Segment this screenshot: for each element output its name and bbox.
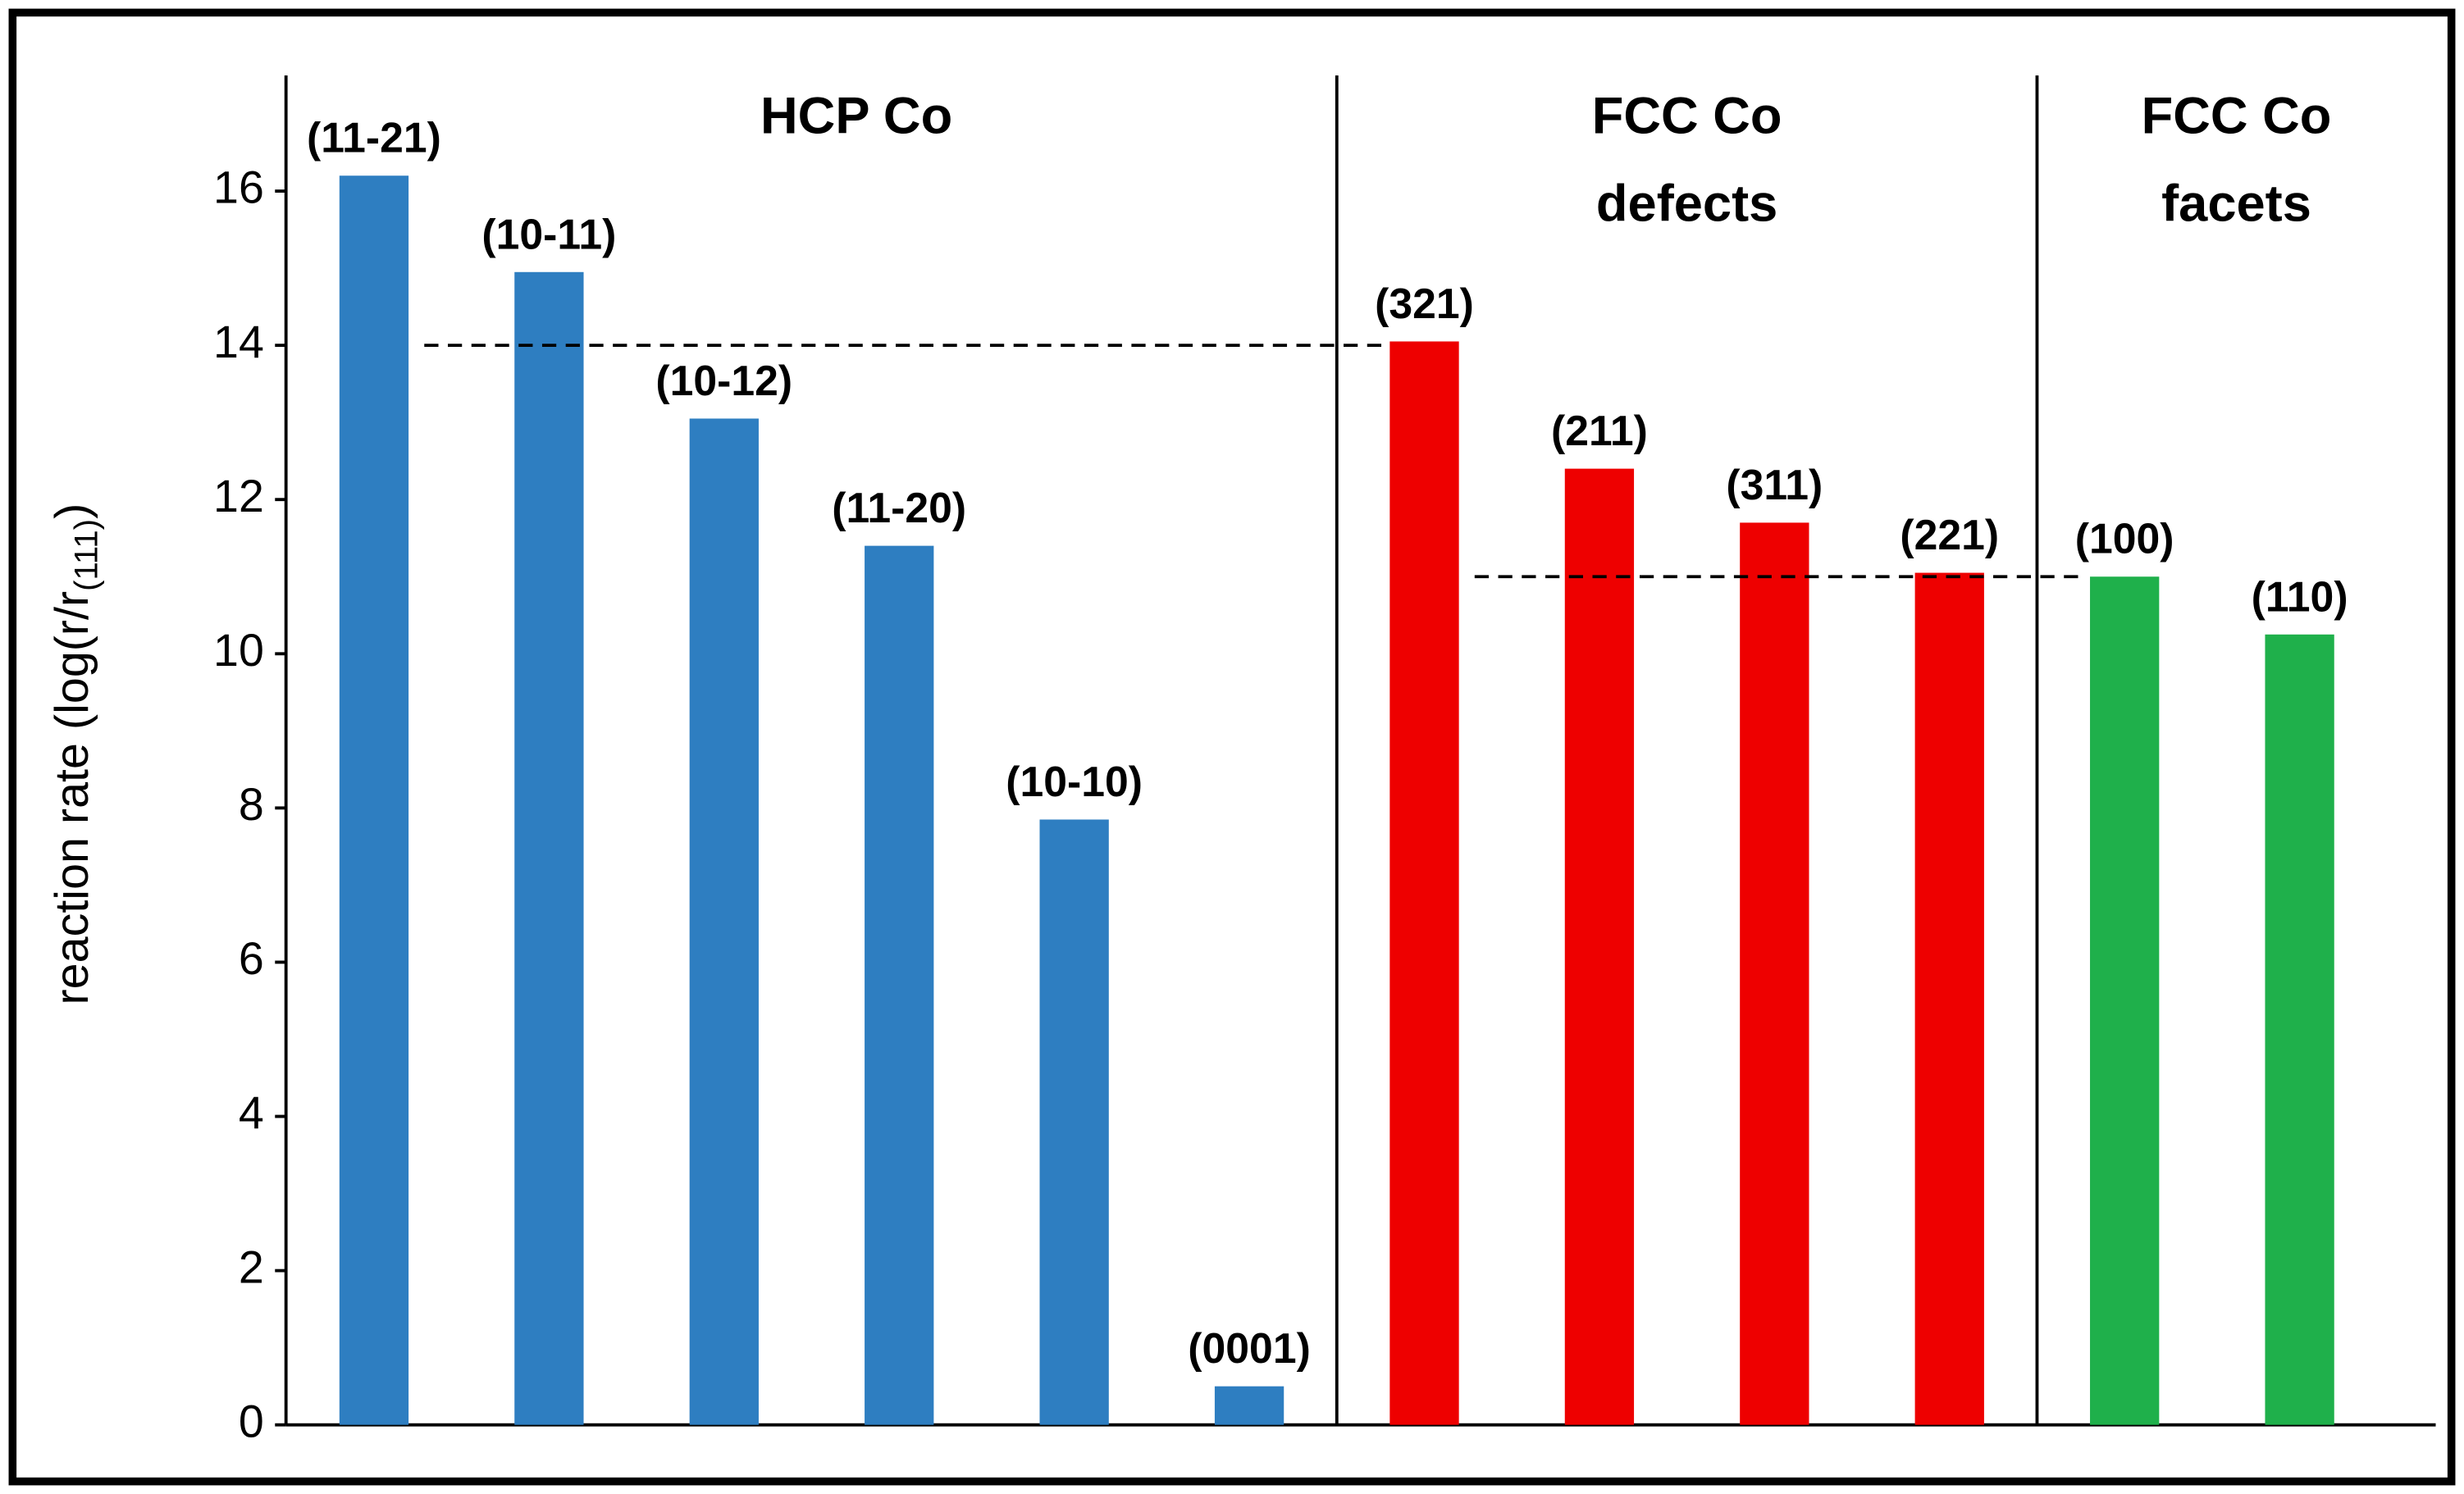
bar-label: (211)	[1551, 407, 1648, 454]
y-tick-label: 10	[213, 625, 264, 676]
bar	[1914, 572, 1984, 1425]
y-tick-label: 2	[239, 1241, 264, 1292]
bar	[2090, 576, 2160, 1425]
group-label: HCP Co	[760, 87, 952, 144]
y-tick-label: 6	[239, 933, 264, 984]
bar	[1740, 522, 1809, 1425]
bar	[1564, 468, 1635, 1425]
y-tick-label: 0	[239, 1396, 264, 1446]
bar-label: (11-21)	[307, 114, 441, 162]
bar-label: (10-11)	[481, 210, 616, 257]
y-axis-label-suffix: )	[46, 503, 98, 519]
bar-label: (0001)	[1188, 1324, 1310, 1372]
y-tick-label: 4	[239, 1087, 264, 1138]
group-label: FCC Co	[2142, 87, 2332, 144]
bar-label: (321)	[1375, 280, 1474, 327]
y-axis-label-subscript: (111)	[67, 519, 104, 591]
group-label: defects	[1596, 175, 1777, 233]
bar	[514, 271, 584, 1425]
bar	[1039, 819, 1109, 1425]
bar-label: (10-12)	[655, 357, 792, 404]
bar	[865, 545, 934, 1425]
y-tick-label: 8	[239, 779, 264, 830]
bar	[2265, 634, 2334, 1425]
frame	[8, 8, 2456, 1486]
bar	[1214, 1386, 1284, 1425]
group-label: facets	[2161, 175, 2311, 233]
y-tick-label: 12	[213, 471, 264, 522]
bar-label: (110)	[2252, 572, 2348, 620]
bar-label: (221)	[1900, 511, 1999, 558]
group-label: FCC Co	[1592, 87, 1782, 144]
bar	[689, 418, 759, 1425]
bar-label: (311)	[1726, 461, 1823, 508]
bar	[339, 175, 409, 1425]
bar	[1389, 341, 1459, 1425]
y-tick-label: 14	[213, 317, 264, 367]
bar-label: (100)	[2075, 515, 2174, 563]
bar-label: (10-10)	[1006, 758, 1143, 805]
y-axis-label-main: reaction rate (log(r/r	[46, 591, 98, 1005]
y-axis-label: reaction rate (log(r/r(111))	[46, 503, 104, 1005]
y-tick-label: 16	[213, 162, 264, 213]
bar-label: (11-20)	[832, 484, 966, 531]
